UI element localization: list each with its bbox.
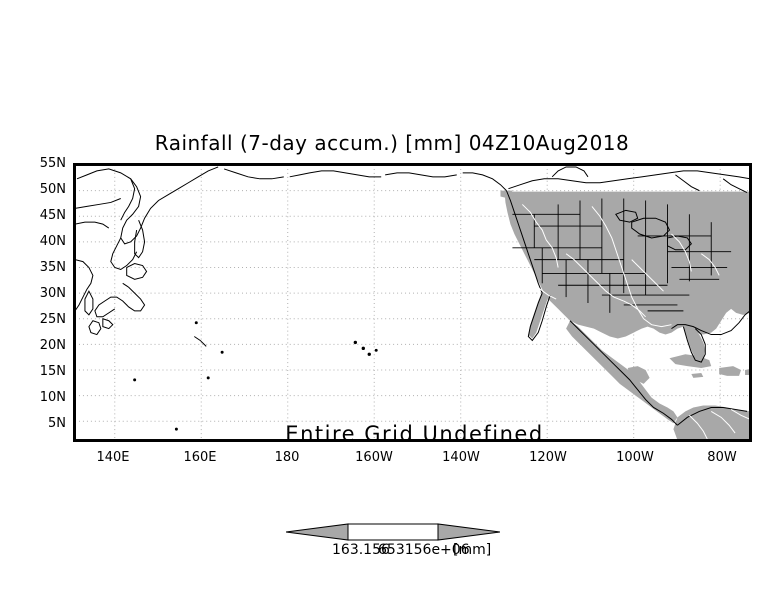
map-plot-area[interactable]: Entire Grid Undefined: [73, 163, 752, 442]
north-america-coastline: [505, 166, 750, 426]
colorbar-labels: 163.156 653156e+06 [mm]: [250, 542, 550, 560]
x-tick-label: 140E: [96, 450, 130, 465]
colorbar-low-arrow: [286, 523, 349, 541]
colorbar-label-low: 163.156: [332, 542, 390, 558]
y-tick-label: 25N: [39, 312, 66, 327]
state-boundaries: [512, 198, 732, 313]
y-tick-label: 45N: [39, 208, 66, 223]
x-tick-label: 140W: [442, 450, 480, 465]
coastlines: [75, 166, 507, 431]
colorbar-mid-box: [347, 523, 439, 541]
y-tick-label: 40N: [39, 234, 66, 249]
rivers: [521, 204, 750, 440]
y-tick-label: 35N: [39, 260, 66, 275]
y-tick-label: 55N: [39, 156, 66, 171]
x-axis: 140E 160E 180 160W 140W 120W 100W 80W: [73, 450, 752, 470]
x-tick-label: 80W: [707, 450, 737, 465]
y-tick-label: 30N: [39, 286, 66, 301]
colorbar-high-arrow: [437, 523, 500, 541]
x-tick-label: 120W: [529, 450, 567, 465]
page-title: Rainfall (7-day accum.) [mm] 04Z10Aug201…: [154, 131, 630, 155]
y-tick-label: 20N: [39, 338, 66, 353]
x-tick-label: 100W: [616, 450, 654, 465]
shaded-landmask: [500, 186, 750, 440]
x-tick-label: 160W: [355, 450, 393, 465]
y-tick-label: 5N: [48, 416, 66, 431]
colorbar[interactable]: [286, 519, 500, 545]
map-svg: [75, 165, 750, 440]
y-axis: 55N 50N 45N 40N 35N 30N 25N 20N 15N 10N …: [14, 157, 66, 442]
y-tick-label: 10N: [39, 390, 66, 405]
x-tick-label: 160E: [183, 450, 217, 465]
colorbar-label-units: [mm]: [453, 542, 492, 558]
colorbar-svg: [286, 523, 500, 541]
y-tick-label: 50N: [39, 182, 66, 197]
colorbar-label-high: 653156e+06: [378, 542, 470, 558]
x-tick-label: 180: [274, 450, 300, 465]
y-tick-label: 15N: [39, 364, 66, 379]
